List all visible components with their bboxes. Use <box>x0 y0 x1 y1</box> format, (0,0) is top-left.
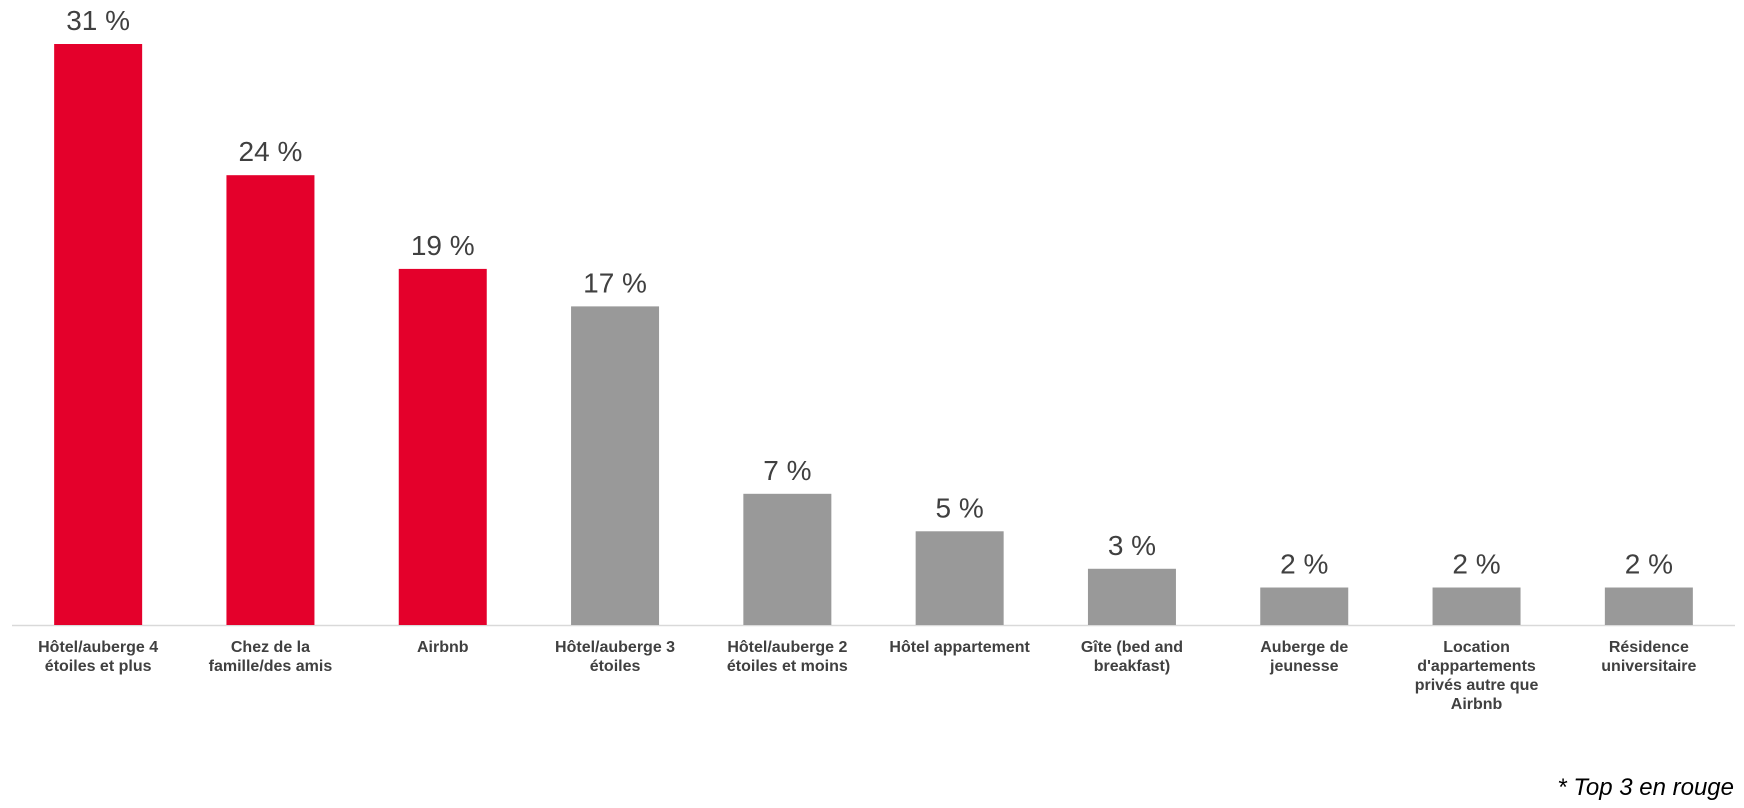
bar-5 <box>743 493 832 625</box>
value-label-6: 5 % <box>936 492 984 523</box>
category-label-2: Chez de la famille/des amis <box>209 639 333 675</box>
bar-4 <box>571 306 660 625</box>
category-labels-group: Hôtel/auberge 4 étoiles et plus Chez de la… <box>38 639 1696 713</box>
bar-3 <box>398 268 487 625</box>
value-label-9: 2 % <box>1452 549 1500 580</box>
category-label-7: Gîte (bed and breakfast) <box>1081 639 1183 675</box>
value-label-5: 7 % <box>763 455 811 486</box>
value-label-3: 19 % <box>411 230 475 261</box>
bars-group <box>54 44 1693 625</box>
bar-2 <box>226 175 315 625</box>
value-label-1: 31 % <box>66 5 130 36</box>
category-label-9: Location d'appartements privés autre que Ai… <box>1415 639 1539 713</box>
bar-1 <box>54 44 143 625</box>
value-label-7: 3 % <box>1108 530 1156 561</box>
bar-6 <box>915 531 1004 625</box>
category-label-8: Auberge de jeunesse <box>1260 639 1348 675</box>
category-label-1: Hôtel/auberge 4 étoiles et plus <box>38 639 158 675</box>
bar-10 <box>1604 587 1693 625</box>
category-label-10: Résidence universitaire <box>1601 639 1696 675</box>
category-label-6: Hôtel appartement <box>889 639 1030 656</box>
bar-9 <box>1432 587 1521 625</box>
bar-8 <box>1260 587 1349 625</box>
value-label-2: 24 % <box>239 136 303 167</box>
category-label-4: Hôtel/auberge 3 étoiles <box>555 639 675 675</box>
value-label-4: 17 % <box>583 267 647 298</box>
footnote: * Top 3 en rouge <box>1557 774 1734 801</box>
value-label-8: 2 % <box>1280 549 1328 580</box>
value-label-10: 2 % <box>1625 549 1673 580</box>
value-labels-group: 31 % 24 % 19 % 17 % 7 % 5 % 3 % 2 % 2 % 2 % <box>66 5 1673 580</box>
category-label-5: Hôtel/auberge 2 étoiles et moins <box>727 639 848 675</box>
bar-7 <box>1087 568 1176 625</box>
category-label-3: Airbnb <box>417 639 469 656</box>
